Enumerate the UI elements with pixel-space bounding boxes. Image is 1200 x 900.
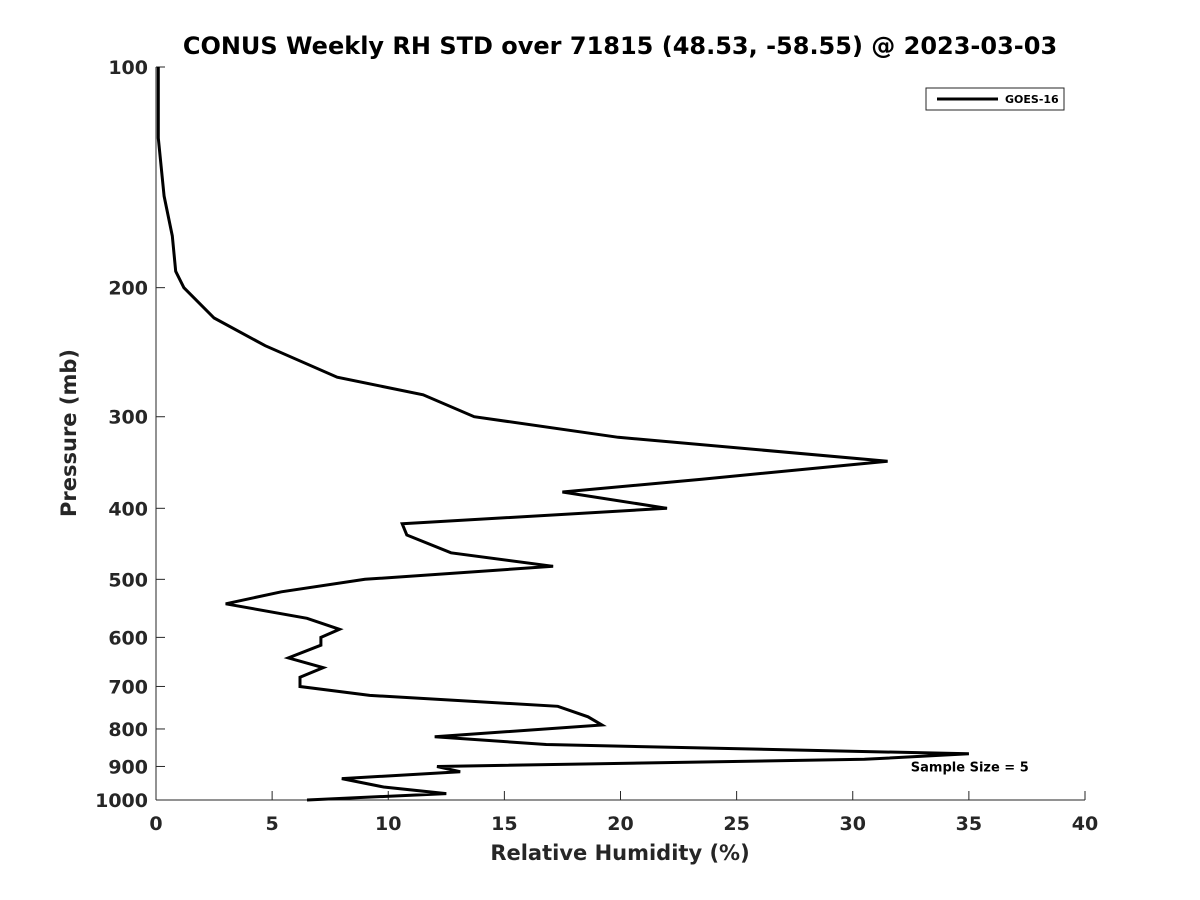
y-tick-label: 600: [108, 627, 148, 649]
series-line-goes-16: [156, 67, 969, 802]
x-tick-label: 30: [840, 813, 866, 835]
y-axis-label: Pressure (mb): [57, 349, 81, 517]
y-tick-label: 800: [108, 719, 148, 741]
x-tick-label: 0: [149, 813, 162, 835]
legend-label-goes-16: GOES-16: [1005, 93, 1059, 106]
y-tick-label: 700: [108, 676, 148, 698]
sample-size-annotation: Sample Size = 5: [911, 761, 1029, 776]
legend: GOES-16: [925, 87, 1065, 111]
y-tick-label: 500: [108, 569, 148, 591]
x-axis-ticks: 0 5 10 15 20 25 30 35 40: [149, 791, 1098, 835]
x-tick-label: 5: [266, 813, 279, 835]
plot-background: [156, 67, 1085, 800]
y-tick-label: 1000: [95, 790, 148, 812]
y-tick-label: 400: [108, 498, 148, 520]
plot-area: 0 5 10 15 20 25 30 35 40 100 200 300 400 500 600 700 80…: [95, 57, 1098, 835]
series-layer: [156, 67, 969, 802]
x-tick-label: 40: [1072, 813, 1098, 835]
x-tick-label: 15: [491, 813, 517, 835]
x-tick-label: 10: [375, 813, 401, 835]
y-tick-label: 900: [108, 756, 148, 778]
x-axis-label: Relative Humidity (%): [490, 841, 749, 865]
chart-title: CONUS Weekly RH STD over 71815 (48.53, -…: [183, 32, 1057, 60]
x-tick-label: 25: [723, 813, 749, 835]
x-tick-label: 35: [956, 813, 982, 835]
y-tick-label: 100: [108, 57, 148, 79]
y-tick-label: 200: [108, 278, 148, 300]
y-axis-ticks: 100 200 300 400 500 600 700 800 900 1000: [95, 57, 165, 812]
y-tick-label: 300: [108, 407, 148, 429]
x-tick-label: 20: [607, 813, 633, 835]
